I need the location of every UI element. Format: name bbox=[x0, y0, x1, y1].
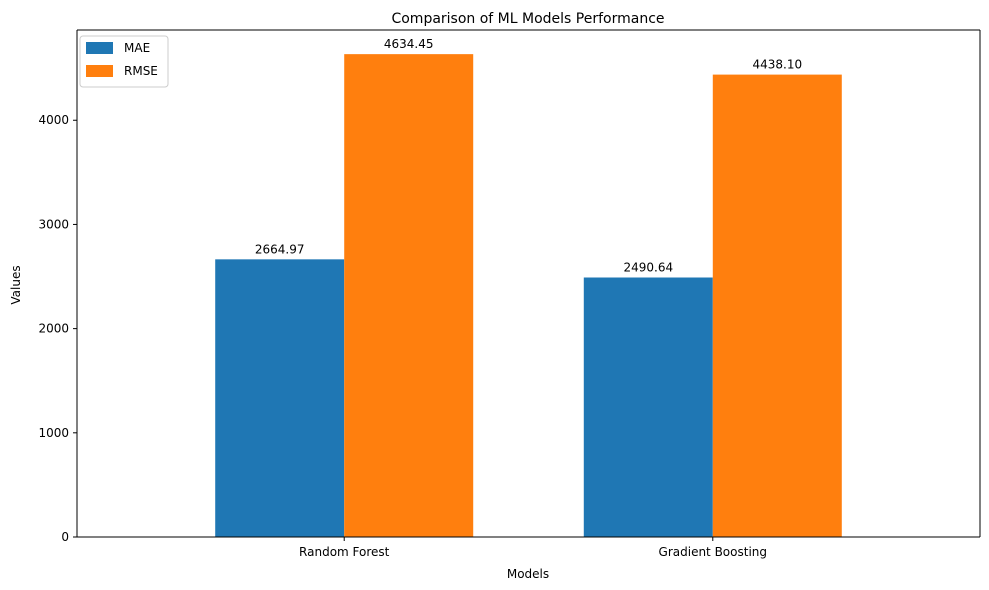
legend-label-rmse: RMSE bbox=[124, 64, 158, 78]
bar-rmse-1 bbox=[712, 74, 842, 537]
bar-mae-0 bbox=[215, 259, 345, 537]
data-label-mae-1: 2490.64 bbox=[623, 261, 673, 275]
chart-title: Comparison of ML Models Performance bbox=[391, 11, 664, 27]
legend: MAE RMSE bbox=[79, 35, 169, 88]
legend-swatch-rmse bbox=[86, 65, 113, 77]
data-label-mae-0: 2664.97 bbox=[255, 242, 305, 256]
plot-area: 2664.97 2490.64 4634.45 4438.10 0 1000 2000 300… bbox=[38, 29, 981, 559]
data-label-rmse-0: 4634.45 bbox=[384, 37, 434, 51]
data-label-rmse-1: 4438.10 bbox=[752, 58, 802, 72]
legend-label-mae: MAE bbox=[124, 41, 150, 55]
y-axis-label: Values bbox=[9, 265, 23, 304]
x-tick-label: Random Forest bbox=[299, 545, 390, 559]
y-tick-label: 0 bbox=[61, 530, 69, 544]
bar-rmse-0 bbox=[344, 54, 474, 537]
y-tick-label: 3000 bbox=[38, 217, 69, 231]
y-tick-label: 1000 bbox=[38, 426, 69, 440]
legend-swatch-mae bbox=[86, 42, 113, 54]
x-axis-label: Models bbox=[507, 567, 549, 581]
y-tick-label: 4000 bbox=[38, 113, 69, 127]
y-tick-label: 2000 bbox=[38, 322, 69, 336]
x-tick-label: Gradient Boosting bbox=[659, 545, 767, 559]
bar-mae-1 bbox=[583, 277, 713, 537]
